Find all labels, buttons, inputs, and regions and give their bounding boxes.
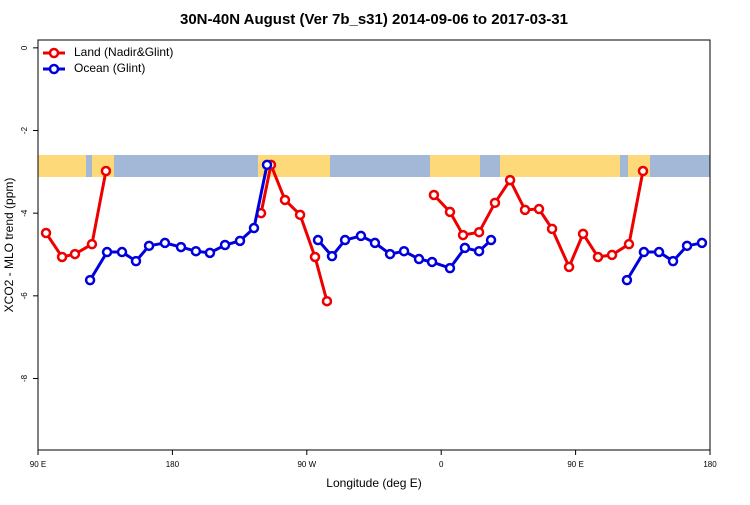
x-tick-label: 180 <box>166 460 180 469</box>
point <box>326 250 338 262</box>
point <box>84 274 96 286</box>
point <box>653 246 665 258</box>
point <box>40 227 52 239</box>
map-land <box>500 155 620 177</box>
point <box>309 251 321 263</box>
legend-marker <box>48 63 60 75</box>
point <box>143 240 155 252</box>
legend-label: Ocean (Glint) <box>74 61 145 75</box>
point <box>86 238 98 250</box>
y-tick-label: -4 <box>20 209 29 217</box>
point <box>606 249 618 261</box>
point <box>681 240 693 252</box>
point <box>204 247 216 259</box>
point <box>428 189 440 201</box>
x-tick-label: 180 <box>703 460 717 469</box>
point <box>100 165 112 177</box>
point <box>457 229 469 241</box>
plot-frame <box>37 39 711 451</box>
chart-title: 30N-40N August (Ver 7b_s31) 2014-09-06 t… <box>180 11 568 28</box>
point <box>369 237 381 249</box>
point <box>623 238 635 250</box>
x-tick-label: 90 E <box>30 460 46 469</box>
x-tick-label: 90 W <box>297 460 316 469</box>
point <box>69 248 81 260</box>
point <box>384 248 396 260</box>
point <box>444 206 456 218</box>
point <box>398 245 410 257</box>
point <box>489 197 501 209</box>
point <box>413 253 425 265</box>
point <box>294 209 306 221</box>
point <box>116 246 128 258</box>
point <box>159 237 171 249</box>
point <box>667 255 679 267</box>
y-tick-label: -2 <box>20 126 29 134</box>
point <box>219 239 231 251</box>
point <box>444 262 456 274</box>
map-land <box>430 155 480 177</box>
point <box>563 261 575 273</box>
point <box>321 295 333 307</box>
legend-label: Land (Nadir&Glint) <box>74 45 173 59</box>
legend-marker <box>48 47 60 59</box>
point <box>577 228 589 240</box>
point <box>190 245 202 257</box>
point <box>234 235 246 247</box>
point <box>638 246 650 258</box>
y-axis-label: XCO2 - MLO trend (ppm) <box>2 178 16 313</box>
series-line <box>88 164 703 281</box>
point <box>130 255 142 267</box>
point <box>504 174 516 186</box>
point <box>175 241 187 253</box>
point <box>56 251 68 263</box>
point <box>101 246 113 258</box>
point <box>696 237 708 249</box>
x-tick-label: 90 E <box>567 460 583 469</box>
point <box>637 165 649 177</box>
point <box>279 194 291 206</box>
point <box>261 159 273 171</box>
x-axis-label: Longitude (deg E) <box>326 476 421 490</box>
map-strip <box>38 155 710 177</box>
point <box>473 226 485 238</box>
y-tick-label: 0 <box>20 45 29 50</box>
point <box>592 251 604 263</box>
point <box>519 204 531 216</box>
point <box>248 222 260 234</box>
point <box>339 234 351 246</box>
y-tick-label: -6 <box>20 292 29 300</box>
point <box>533 203 545 215</box>
point <box>621 274 633 286</box>
point <box>426 256 438 268</box>
point <box>355 230 367 242</box>
point <box>485 234 497 246</box>
map-land <box>38 155 86 177</box>
point <box>546 223 558 235</box>
map-land <box>258 155 330 177</box>
point <box>312 234 324 246</box>
y-tick-label: -8 <box>20 374 29 382</box>
point <box>459 242 471 254</box>
point <box>473 245 485 257</box>
x-tick-label: 0 <box>439 460 444 469</box>
